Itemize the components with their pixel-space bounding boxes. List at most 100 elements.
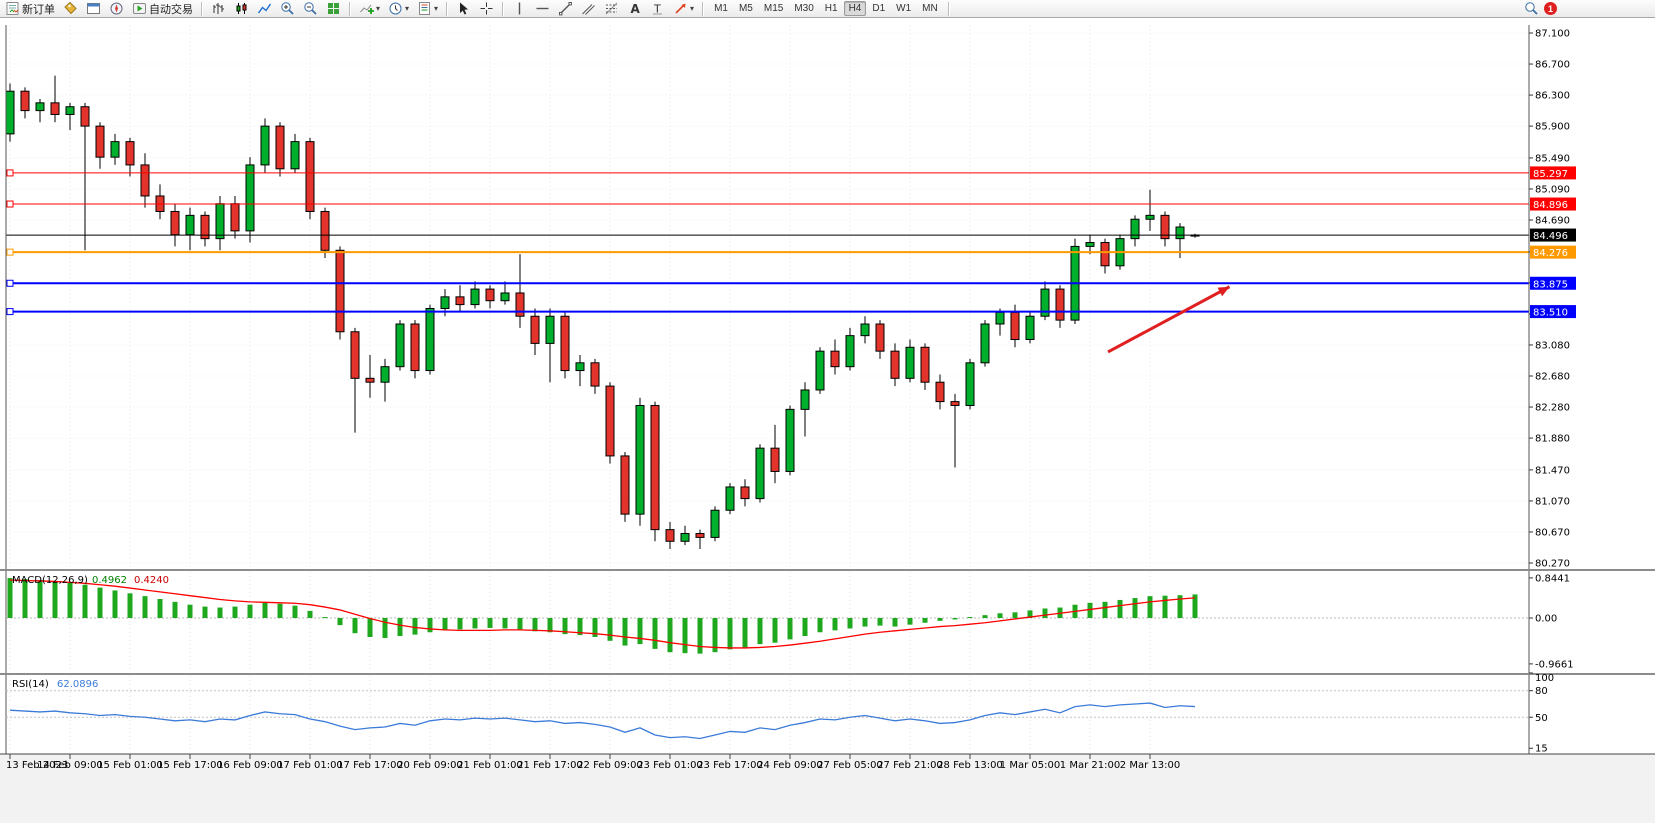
macd-histogram-bar — [727, 618, 733, 650]
line-handle[interactable] — [6, 169, 14, 177]
toolbar-separator — [349, 1, 351, 16]
macd-histogram-bar — [277, 603, 283, 618]
cursor-button[interactable] — [453, 0, 474, 18]
rsi-panel: 100 80 50 15 — [6, 672, 1554, 755]
line-handle[interactable] — [6, 248, 14, 256]
macd-signal-line — [9, 579, 1196, 649]
channel-icon — [581, 1, 596, 16]
templates-button[interactable]: ▾ — [414, 0, 441, 18]
autotrade-button[interactable]: 自动交易 — [129, 0, 196, 18]
candle-up — [5, 90, 15, 135]
indicators-button[interactable]: ▾ — [356, 0, 383, 18]
trend-arrow[interactable] — [1107, 285, 1231, 354]
candle-down — [200, 214, 210, 240]
time-tick-label: 27 Feb 05:00 — [817, 760, 883, 771]
line-handle[interactable] — [6, 200, 14, 208]
candle-up — [1085, 242, 1095, 247]
timeframe-button-h1[interactable]: H1 — [824, 3, 838, 14]
macd-histogram-bar — [22, 579, 28, 618]
macd-histogram-bar — [142, 596, 148, 618]
fibonacci-button[interactable] — [601, 0, 622, 18]
svg-text:A: A — [631, 2, 641, 16]
candle-up — [500, 292, 510, 302]
candle-up — [425, 307, 435, 372]
channel-button[interactable] — [578, 0, 599, 18]
line-chart-button[interactable] — [254, 0, 275, 18]
candle-up — [800, 389, 810, 410]
time-axis-strip[interactable] — [0, 754, 1655, 823]
macd-histogram-bar — [367, 618, 373, 637]
timeframe-button-w1[interactable]: W1 — [896, 3, 912, 14]
timeframe-button-d1[interactable]: D1 — [872, 3, 886, 14]
timeframe-button-mn[interactable]: MN — [922, 3, 938, 14]
rsi-axis-label: 15 — [1535, 744, 1548, 755]
zoom-out-icon — [303, 1, 318, 16]
candle-down — [560, 315, 570, 372]
notification-badge[interactable]: 1 — [1544, 2, 1557, 15]
candle-down — [20, 90, 30, 112]
label-button[interactable]: T — [647, 0, 668, 18]
macd-histogram-bar — [292, 605, 298, 618]
timeframe-button-h4[interactable]: H4 — [843, 1, 867, 16]
timeframe-button-m15[interactable]: M15 — [763, 3, 784, 14]
navigator-button[interactable] — [106, 0, 127, 18]
candle-up — [1040, 288, 1050, 317]
macd-histogram-bar — [442, 618, 448, 631]
macd-histogram-bar — [487, 618, 493, 628]
macd-histogram-bar — [412, 618, 418, 635]
candle-up — [35, 102, 45, 112]
time-tick-label: 20 Feb 09:00 — [397, 760, 463, 771]
vertical-line-button[interactable] — [509, 0, 530, 18]
macd-histogram-bar — [847, 618, 853, 629]
macd-histogram-bar — [862, 618, 868, 627]
macd-histogram-bar — [337, 618, 343, 626]
candlestick-chart-button[interactable] — [231, 0, 252, 18]
vertical-line-icon — [512, 1, 527, 16]
macd-histogram-bar — [1027, 610, 1033, 618]
trend-arrow-head[interactable] — [1217, 286, 1230, 297]
bar-chart-button[interactable] — [208, 0, 229, 18]
candle-up — [290, 141, 300, 170]
zoom-in-button[interactable] — [277, 0, 298, 18]
periods-button[interactable]: ▾ — [385, 0, 412, 18]
candle-down — [875, 323, 885, 352]
chart-canvas[interactable]: UKOil-,H4 84.485 84.513 84.462 84.496 87… — [0, 18, 1655, 823]
timeframe-button-m5[interactable]: M5 — [738, 3, 753, 14]
horizontal-line-button[interactable] — [532, 0, 553, 18]
candle-down — [1055, 288, 1065, 321]
new-order-button[interactable]: 新订单 — [2, 0, 58, 18]
dropdown-caret-icon: ▾ — [405, 3, 410, 13]
macd-histogram-bar — [352, 618, 358, 634]
price-box-label: 84.276 — [1533, 248, 1568, 259]
trendline-button[interactable] — [555, 0, 576, 18]
candle-down — [890, 350, 900, 379]
price-tick-label: 82.680 — [1535, 371, 1570, 382]
macd-histogram-bar — [82, 584, 88, 618]
line-handle[interactable] — [6, 279, 14, 287]
tile-windows-button[interactable] — [323, 0, 344, 18]
search-button[interactable] — [1521, 0, 1542, 18]
price-box-label: 83.875 — [1533, 279, 1568, 290]
timeframe-button-m1[interactable]: M1 — [714, 3, 728, 14]
macd-histogram-bar — [757, 618, 763, 645]
rsi-axis-label: 80 — [1535, 686, 1548, 697]
price-axis[interactable]: 87.100 86.700 86.300 85.900 85.490 85.090 84.6… — [0, 25, 1655, 754]
candle-down — [410, 323, 420, 372]
macd-histogram-bar — [637, 618, 643, 645]
data-window-button[interactable] — [83, 0, 104, 18]
macd-histogram-bar — [772, 618, 778, 643]
candle-up — [710, 509, 720, 538]
timeframe-button-m30[interactable]: M30 — [794, 3, 814, 14]
line-handle[interactable] — [6, 308, 14, 316]
arrows-tool-button[interactable]: ▾ — [670, 0, 697, 18]
grid — [0, 18, 1655, 754]
macd-histogram-bar — [652, 618, 658, 649]
navigator-icon — [109, 1, 124, 16]
time-tick-label: 22 Feb 09:00 — [577, 760, 643, 771]
crosshair-button[interactable] — [476, 0, 497, 18]
text-button[interactable]: A — [624, 0, 645, 18]
market-watch-button[interactable] — [60, 0, 81, 18]
candle-up — [845, 335, 855, 368]
zoom-out-button[interactable] — [300, 0, 321, 18]
